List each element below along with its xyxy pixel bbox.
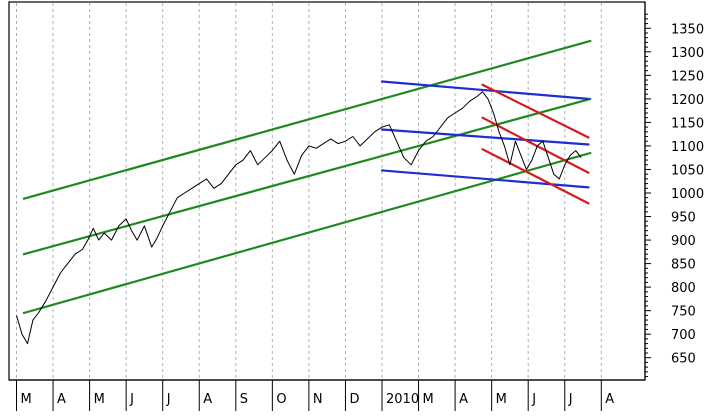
y-tick-label: 650 bbox=[671, 352, 696, 367]
x-tick-label: 2010 bbox=[386, 392, 419, 407]
x-tick-label: M bbox=[496, 392, 507, 407]
x-tick-label: M bbox=[21, 392, 32, 407]
x-tick-label: D bbox=[349, 392, 359, 407]
y-tick-label: 850 bbox=[671, 258, 696, 273]
x-tick-label: M bbox=[423, 392, 434, 407]
x-tick-label: M bbox=[94, 392, 105, 407]
y-tick-label: 900 bbox=[671, 234, 696, 249]
y-tick-label: 800 bbox=[671, 281, 696, 296]
x-tick-label: A bbox=[459, 392, 468, 407]
y-tick-label: 1000 bbox=[671, 187, 704, 202]
x-tick-label: A bbox=[605, 392, 614, 407]
x-tick-label: A bbox=[203, 392, 212, 407]
x-tick-label: J bbox=[166, 392, 171, 407]
trendline bbox=[481, 116, 590, 174]
x-tick-label: J bbox=[568, 392, 573, 407]
trendline bbox=[481, 148, 590, 205]
x-tick-label: N bbox=[313, 392, 323, 407]
x-tick-label: O bbox=[276, 392, 286, 407]
y-tick-label: 950 bbox=[671, 211, 696, 226]
price-layer bbox=[16, 91, 582, 345]
trendline bbox=[380, 80, 590, 100]
y-tick-label: 750 bbox=[671, 305, 696, 320]
trendline bbox=[22, 39, 592, 200]
x-tick-label: A bbox=[57, 392, 66, 407]
trendline-layer bbox=[22, 39, 592, 315]
trendline bbox=[380, 128, 590, 146]
y-tick-label: 1350 bbox=[671, 22, 704, 37]
y-tick-label: 1100 bbox=[671, 140, 704, 155]
y-tick-label: 1200 bbox=[671, 93, 704, 108]
x-tick-label: J bbox=[531, 392, 536, 407]
trendline bbox=[481, 83, 590, 139]
y-tick-label: 700 bbox=[671, 328, 696, 343]
price-series-line bbox=[16, 91, 582, 345]
x-tick-label: J bbox=[129, 392, 134, 407]
x-tick-label: S bbox=[240, 392, 248, 407]
trendline bbox=[380, 169, 590, 189]
axis-layer: M A M J J A S O N D 2010 M A M J J A 650 700 750 800 850 900 95… bbox=[9, 2, 704, 411]
y-tick-label: 1250 bbox=[671, 69, 704, 84]
y-tick-label: 1050 bbox=[671, 163, 704, 178]
y-tick-label: 1300 bbox=[671, 46, 704, 61]
y-tick-label: 1150 bbox=[671, 116, 704, 131]
